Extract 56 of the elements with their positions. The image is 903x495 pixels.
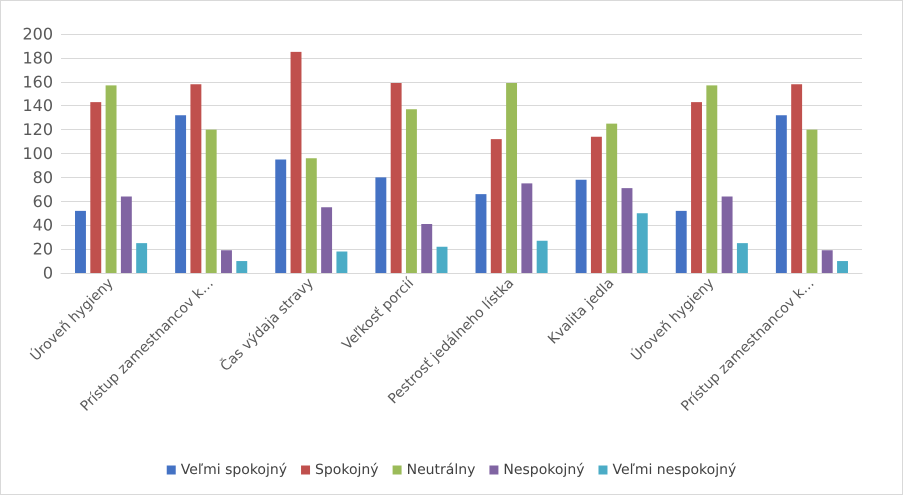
bar bbox=[791, 84, 802, 273]
bar bbox=[806, 130, 818, 273]
bar bbox=[275, 159, 286, 273]
y-tick-label: 120 bbox=[22, 120, 53, 140]
bar bbox=[506, 82, 518, 273]
bar bbox=[691, 102, 702, 273]
bar bbox=[636, 213, 648, 273]
bar bbox=[837, 261, 848, 273]
bar bbox=[375, 177, 386, 273]
bar bbox=[290, 52, 302, 273]
y-tick-label: 100 bbox=[22, 144, 53, 163]
bar bbox=[822, 250, 833, 273]
y-tick-label: 40 bbox=[32, 216, 53, 235]
bar bbox=[206, 130, 217, 273]
bar bbox=[436, 246, 448, 273]
bar bbox=[722, 196, 733, 273]
y-tick-label: 20 bbox=[32, 240, 53, 259]
legend-label: Neutrálny bbox=[406, 462, 476, 478]
bar bbox=[120, 196, 132, 273]
bar bbox=[676, 210, 687, 273]
bar bbox=[136, 243, 148, 273]
legend-label: Veľmi nespokojný bbox=[612, 462, 736, 478]
bar bbox=[706, 85, 718, 273]
bar bbox=[476, 194, 486, 273]
bar bbox=[590, 136, 602, 273]
bar bbox=[90, 102, 102, 273]
bar bbox=[776, 115, 787, 273]
y-tick-label: 160 bbox=[22, 72, 53, 92]
bar bbox=[421, 224, 432, 273]
bar bbox=[536, 240, 548, 273]
bar bbox=[306, 158, 317, 273]
bar bbox=[606, 124, 618, 273]
legend-label: Spokojný bbox=[315, 462, 379, 478]
y-tick-label: 80 bbox=[32, 168, 53, 187]
bar bbox=[576, 180, 587, 273]
bar bbox=[321, 207, 332, 273]
bar bbox=[175, 115, 186, 273]
bar bbox=[75, 210, 86, 273]
bar bbox=[521, 183, 532, 273]
bar bbox=[190, 84, 202, 273]
bar bbox=[490, 139, 502, 273]
y-tick-label: 0 bbox=[42, 264, 53, 282]
bar bbox=[221, 250, 232, 273]
bar bbox=[736, 243, 748, 273]
y-tick-label: 180 bbox=[22, 48, 53, 68]
y-tick-label: 140 bbox=[22, 96, 53, 116]
bar bbox=[236, 261, 248, 273]
bar bbox=[622, 188, 632, 273]
y-tick-label: 200 bbox=[22, 24, 53, 44]
bar bbox=[336, 251, 348, 273]
legend-label: Veľmi spokojný bbox=[180, 462, 288, 478]
bar bbox=[106, 85, 117, 273]
y-tick-label: 60 bbox=[32, 192, 53, 211]
bar bbox=[390, 82, 402, 273]
legend-label: Nespokojný bbox=[503, 462, 584, 478]
bar bbox=[406, 109, 417, 273]
